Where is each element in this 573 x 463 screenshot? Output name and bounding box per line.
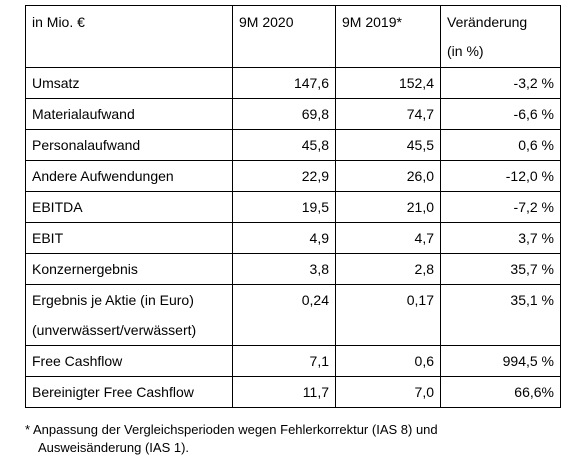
footnote: * Anpassung der Vergleichsperioden wegen… [25,421,438,457]
table-cell: 4,9 [232,222,336,254]
table-cell: 0,6 [335,345,441,377]
header-row: in Mio. €9M 2020 9M 2019* Veränderung (in %… [25,5,561,68]
table-cell: Free Cashflow [25,345,233,377]
table-cell: 0,24 [232,284,336,346]
table-cell: Konzernergebnis [25,253,233,285]
table-cell: 35,7 % [440,253,561,285]
table-cell: 35,1 % [440,284,561,346]
table-cell: 66,6% [440,376,561,408]
table-row: Umsatz 147,6 152,4 -3,2 % [25,67,561,99]
table-cell: 74,7 [335,98,441,130]
table-cell: 26,0 [335,160,441,192]
table-cell: Personalaufwand [25,129,233,161]
table-row: Personalaufwand 45,8 45,5 0,6 % [25,129,561,161]
table-row: Ergebnis je Aktie (in Euro) (unverwässert… [25,284,561,346]
table-cell: EBITDA [25,191,233,223]
table-cell: -7,2 % [440,191,561,223]
table-cell: 9M 2020 [232,5,336,68]
table-row: Free Cashflow 7,1 0,6 994,5 % [25,345,561,377]
table-cell: 3,8 [232,253,336,285]
table-row: EBITDA 19,5 21,0 -7,2 % [25,191,561,223]
table-cell: 45,5 [335,129,441,161]
table-cell: 11,7 [232,376,336,408]
table-cell: 7,1 [232,345,336,377]
table-cell: 3,7 % [440,222,561,254]
table-row: Bereinigter Free Cashflow 11,7 7,0 66,6% [25,376,561,408]
table-cell: 45,8 [232,129,336,161]
table-cell: 0,17 [335,284,441,346]
table-row: Andere Aufwendungen 22,9 26,0 -12,0 % [25,160,561,192]
table-cell: -3,2 % [440,67,561,99]
table-row: Materialaufwand 69,8 74,7 -6,6 % [25,98,561,130]
cell-line: Veränderung [447,14,528,30]
table-cell: 152,4 [335,67,441,99]
table-cell: Ergebnis je Aktie (in Euro) (unverwässert… [25,284,233,346]
table-cell: 69,8 [232,98,336,130]
table-row: EBIT 4,9 4,7 3,7 % [25,222,561,254]
table-cell: Bereinigter Free Cashflow [25,376,233,408]
table-cell: Veränderung (in %) [440,5,561,68]
table-cell: EBIT [25,222,233,254]
table-cell: 2,8 [335,253,441,285]
table-cell: 22,9 [232,160,336,192]
table-cell: 0,6 % [440,129,561,161]
table-cell: -12,0 % [440,160,561,192]
table-cell: Materialaufwand [25,98,233,130]
table-cell: in Mio. € [25,5,233,68]
footnote-line: * Anpassung der Vergleichsperioden wegen… [25,422,438,437]
table-cell: -6,6 % [440,98,561,130]
financial-table: in Mio. €9M 2020 9M 2019* Veränderung (in %… [25,5,561,408]
table-cell: 147,6 [232,67,336,99]
table-cell: Umsatz [25,67,233,99]
table-cell: 21,0 [335,191,441,223]
footnote-line: Ausweisänderung (IAS 1). [38,440,190,455]
table-cell: Andere Aufwendungen [25,160,233,192]
table-cell: 9M 2019* [335,5,441,68]
table-cell: 4,7 [335,222,441,254]
cell-line: Ergebnis je Aktie (in Euro) [32,292,194,308]
table-cell: 994,5 % [440,345,561,377]
cell-line: (in %) [447,43,484,59]
cell-line: (unverwässert/verwässert) [32,322,197,338]
table-row: Konzernergebnis 3,8 2,8 35,7 % [25,253,561,285]
table-cell: 19,5 [232,191,336,223]
table-cell: 7,0 [335,376,441,408]
